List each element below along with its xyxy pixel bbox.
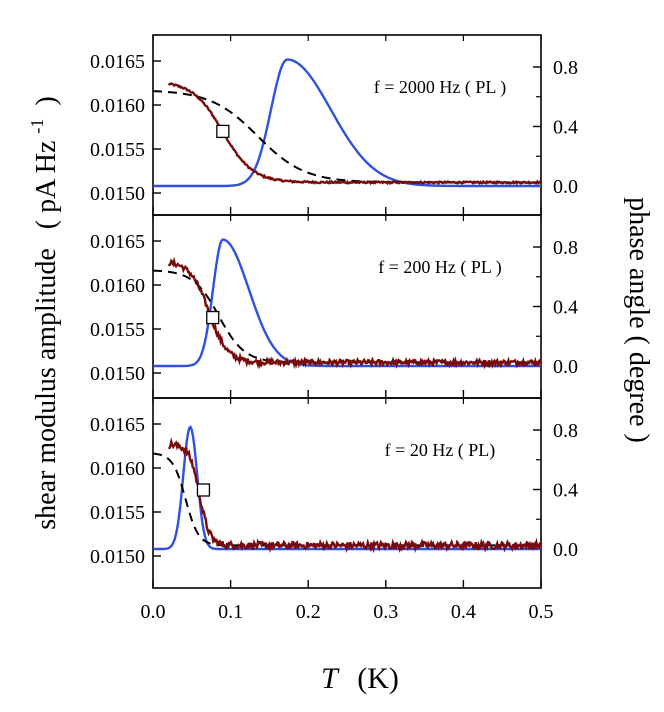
- y-tick-label-left: 0.0165: [90, 231, 145, 253]
- x-tick-label: 0.2: [296, 601, 321, 623]
- panel-2: 0.0150 0.0155 0.0160 0.0165 0.0 0.4 0.8 f = 200…: [90, 214, 578, 399]
- panel-frame: [152, 34, 542, 216]
- y-tick-label-left: 0.0160: [90, 275, 145, 297]
- x-axis-label: T (K): [321, 662, 399, 695]
- panel-frame: [152, 397, 542, 589]
- series-measured-amplitude: [167, 256, 543, 370]
- y-tick-label-left: 0.0165: [90, 414, 145, 436]
- y-axis-label-left-unit: ( pA Hz: [31, 141, 62, 230]
- series-phase-angle: [153, 238, 541, 368]
- y-tick-label-left: 0.0155: [90, 139, 145, 161]
- y-tick-label-right: 0.8: [553, 57, 578, 79]
- y-tick-label-right: 0.0: [553, 356, 578, 378]
- panel-label: f = 20 Hz ( PL): [385, 440, 496, 461]
- x-axis-label-variable: T: [321, 662, 340, 695]
- y-tick-label-left: 0.0160: [90, 458, 145, 480]
- y-axis-label-left-text: shear modulus amplitude: [31, 248, 62, 530]
- x-axis-label-unit: (K): [357, 662, 399, 695]
- marker-square: [216, 124, 230, 139]
- y-tick-label-left: 0.0150: [90, 183, 145, 205]
- y-tick-label-left: 0.0150: [90, 546, 145, 568]
- panel-label: f = 200 Hz ( PL ): [378, 257, 501, 278]
- y-tick-label-right: 0.0: [553, 176, 578, 198]
- y-axis-label-left: shear modulus amplitude ( pA Hz -1 ): [19, 96, 62, 530]
- y-tick-label-left: 0.0165: [90, 51, 145, 73]
- y-axis-label-left-close: ): [31, 96, 62, 105]
- x-tick-label: 0.1: [218, 601, 243, 623]
- chart-panels: 0.0150 0.0155 0.0160 0.0165 0.0 0.4 0.8 f = 200…: [90, 34, 578, 589]
- y-tick-label-left: 0.0150: [90, 363, 145, 385]
- marker-square: [196, 483, 211, 497]
- y-tick-label-left: 0.0160: [90, 95, 145, 117]
- x-tick-label: 0.3: [373, 601, 398, 623]
- y-tick-label-left: 0.0155: [90, 502, 145, 524]
- y-tick-label-left: 0.0155: [90, 319, 145, 341]
- y-axis-label-left-exponent: -1: [27, 119, 47, 134]
- y-tick-label-right: 0.8: [553, 237, 578, 259]
- series-measured-amplitude: [168, 437, 543, 554]
- y-tick-label-right: 0.8: [553, 420, 578, 442]
- x-tick-label: 0.4: [451, 601, 476, 623]
- y-tick-label-right: 0.4: [553, 117, 578, 139]
- y-tick-label-right: 0.4: [553, 297, 578, 319]
- y-tick-label-right: 0.4: [553, 480, 578, 502]
- x-axis-tick-labels: 0.0 0.1 0.2 0.3 0.4 0.5: [141, 601, 554, 623]
- marker-square: [206, 310, 220, 325]
- series-phase-angle: [153, 58, 541, 188]
- panel-1: 0.0150 0.0155 0.0160 0.0165 0.0 0.4 0.8 f = 200…: [90, 34, 578, 216]
- x-tick-label: 0.5: [529, 601, 554, 623]
- x-tick-label: 0.0: [141, 601, 166, 623]
- y-tick-label-right: 0.0: [553, 539, 578, 561]
- panel-3: 0.0150 0.0155 0.0160 0.0165 0.0 0.4 0.8 f = 20 …: [90, 397, 578, 589]
- y-axis-label-right: phase angle ( degree ): [623, 197, 654, 443]
- panel-label: f = 2000 Hz ( PL ): [374, 77, 506, 98]
- series-measured-amplitude: [167, 82, 542, 186]
